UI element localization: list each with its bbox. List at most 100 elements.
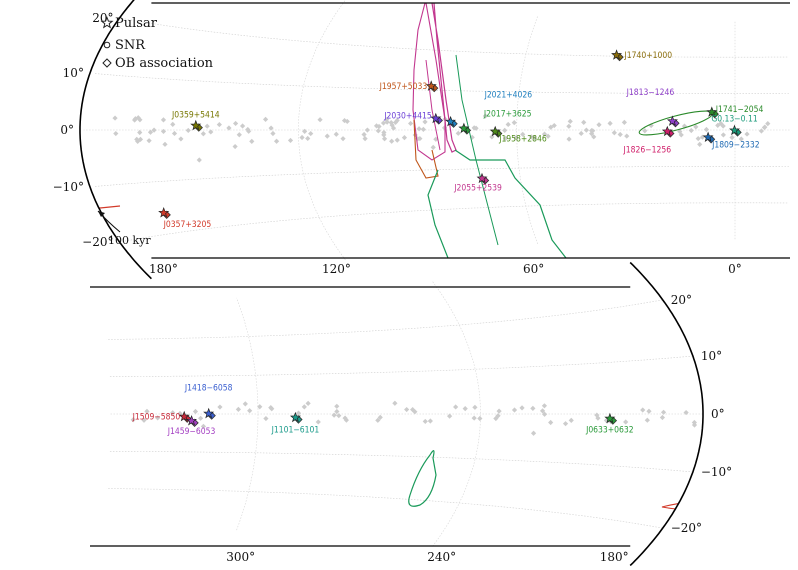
ob-association-marker [502, 127, 508, 133]
ob-association-marker [513, 135, 519, 141]
pulsar-label: J0359+5414 [171, 111, 220, 121]
legend-label-ob-association: OB association [115, 56, 214, 71]
bottom-x-tick-label: 300° [226, 550, 255, 564]
ob-association-marker [545, 133, 551, 139]
ob-association-marker [196, 157, 202, 163]
ob-association-marker [130, 417, 136, 423]
ob-association-marker [137, 136, 144, 143]
top-x-tick-label: 0° [728, 262, 742, 276]
ob-association-marker [137, 129, 143, 136]
ob-association-marker [568, 417, 574, 423]
ob-association-marker [495, 413, 501, 419]
ob-association-marker [715, 122, 721, 128]
ob-association-marker [623, 419, 629, 425]
pulsar-j2055+2539: J2055+2539 [453, 172, 502, 193]
trajectory-contour-j2030 [412, 2, 446, 161]
ob-association-marker [343, 417, 350, 423]
trajectory-contour-j0633 [408, 450, 437, 507]
ob-association-marker [268, 405, 274, 411]
bottom-grid [106, 281, 703, 547]
ob-association-marker [688, 127, 694, 134]
star-icon [611, 49, 623, 60]
pulsar-j1418-6058: J1418−6058 [184, 384, 233, 420]
ob-association-marker [301, 404, 307, 410]
ob-association-marker [273, 138, 280, 144]
ob-association-marker [422, 418, 428, 425]
frame-layer: 180° 120° 60° 0° 20° 10° 0° −10° −20° 300° 240° 180… [53, 0, 790, 567]
ob-association-marker [581, 119, 587, 125]
bottom-y-tick-label: −10° [701, 465, 732, 479]
ob-association-marker [607, 120, 613, 126]
ob-association-marker [208, 129, 214, 135]
trajectory-contour-j1957-b [425, 59, 441, 151]
pulsar-g0-13-0-11: G0.13−0.11 [711, 114, 758, 137]
ob-association-marker [447, 413, 453, 419]
ob-association-marker [317, 117, 323, 123]
ob-association-marker [204, 123, 210, 129]
diamond-icon [102, 58, 112, 68]
ob-association-marker [659, 414, 666, 421]
ob-association-marker [594, 412, 600, 418]
top-sky-boundary [79, 0, 152, 280]
ob-association-marker [302, 128, 308, 134]
ob-association-marker [422, 119, 428, 125]
ob-association-marker [134, 136, 140, 142]
ob-association-marker [390, 125, 397, 131]
ob-association-marker [401, 134, 408, 141]
ob-association-marker [646, 408, 652, 414]
trajectory-contour-j1958 [455, 54, 499, 246]
ob-association-marker [562, 421, 569, 427]
ob-association-marker [162, 141, 168, 147]
ob-association-marker [644, 417, 650, 423]
star-icon [430, 112, 442, 124]
pulsar-label: J2055+2539 [453, 183, 502, 193]
pulsar-j1459-6053: J1459−6053 [167, 415, 215, 437]
ob-association-marker [566, 136, 572, 142]
pulsar-label: J1826−1256 [623, 145, 672, 155]
latitude-gridline [106, 299, 663, 340]
ob-association-marker [551, 122, 557, 129]
ob-association-marker [611, 130, 617, 136]
ob-association-marker [404, 406, 410, 413]
pulsar-j1813-1246: J1813−1246 [626, 88, 680, 128]
longitude-gridline [432, 281, 481, 547]
ob-association-marker [380, 120, 387, 126]
ob-association-marker [216, 121, 222, 128]
ob-association-marker [171, 130, 178, 137]
star-icon [190, 119, 202, 131]
pulsar-label: J2021+4026 [484, 91, 533, 101]
ob-association-marker [617, 131, 623, 138]
ob-association-marker [151, 127, 157, 133]
ob-association-marker [170, 410, 176, 416]
trajectory-contour-j2055 [431, 2, 457, 153]
origin-region-j0357 [49, 191, 75, 225]
bottom-y-tick-label: 0° [711, 407, 725, 421]
circle-icon [103, 41, 111, 49]
pulsar-label: J2017+3625 [483, 109, 532, 119]
ob-association-marker [340, 136, 346, 142]
ob-association-marker [453, 404, 459, 410]
latitude-gridline [122, 18, 788, 58]
ob-association-marker [520, 131, 526, 137]
latitude-gridline [93, 166, 789, 187]
trajectory-contours [49, 2, 714, 511]
ob-association-marker [677, 128, 683, 135]
pulsar-j1826-1256: J1826−1256 [623, 125, 675, 155]
ob-association-marker [472, 404, 478, 410]
ob-association-marker [511, 407, 518, 413]
latitude-gridline [93, 73, 789, 94]
ob-association-marker [693, 124, 699, 130]
legend-label-snr: SNR [115, 38, 146, 53]
trajectory-contour-j2017-b [427, 169, 449, 259]
star-icon [729, 124, 741, 136]
ob-association-marker [621, 119, 627, 125]
top-y-tick-label: 10° [63, 66, 84, 80]
bottom-sky-boundary [629, 261, 704, 567]
ob-association-marker [388, 119, 394, 126]
pulsar-label: J1809−2332 [711, 140, 760, 150]
ob-association-marker [697, 141, 703, 147]
pulsar-label: J1741−2054 [715, 105, 764, 115]
top-x-tick-label: 180° [149, 262, 178, 276]
top-plane-objects [112, 113, 771, 163]
top-y-tick-label: −20° [82, 235, 113, 249]
